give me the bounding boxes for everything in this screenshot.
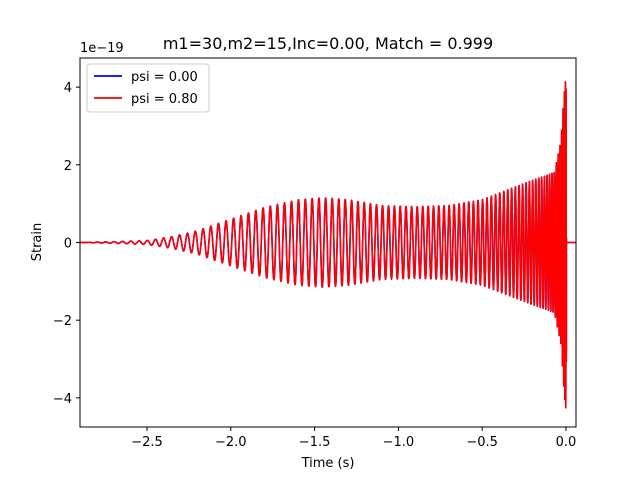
legend: psi = 0.00 psi = 0.80 — [86, 63, 210, 113]
x-axis-label: Time (s) — [301, 456, 355, 471]
x-tick-label: 0.0 — [556, 435, 577, 450]
x-tick-label: −1.5 — [299, 435, 331, 450]
y-tick-label: −4 — [53, 392, 72, 407]
series-layer — [80, 81, 576, 409]
x-tick-label: −1.0 — [383, 435, 415, 450]
x-tick-label: −2.5 — [131, 435, 163, 450]
y-offset-label: 1e−19 — [80, 41, 124, 56]
y-axis-label: Strain — [30, 223, 45, 262]
y-tick-label: −2 — [53, 314, 72, 329]
y-tick-label: 2 — [64, 159, 72, 174]
y-axis: −4 −2 0 2 4 — [53, 81, 80, 407]
y-tick-label: 4 — [64, 81, 72, 96]
y-tick-label: 0 — [64, 237, 72, 252]
chart-title: m1=30,m2=15,Inc=0.00, Match = 0.999 — [163, 34, 493, 53]
x-tick-label: −0.5 — [466, 435, 498, 450]
legend-label-psi-1: psi = 0.80 — [131, 92, 198, 107]
x-axis: −2.5 −2.0 −1.5 −1.0 −0.5 0.0 — [131, 427, 576, 450]
series-line-1 — [80, 81, 576, 409]
x-tick-label: −2.0 — [215, 435, 247, 450]
legend-label-psi-0: psi = 0.00 — [131, 70, 198, 85]
